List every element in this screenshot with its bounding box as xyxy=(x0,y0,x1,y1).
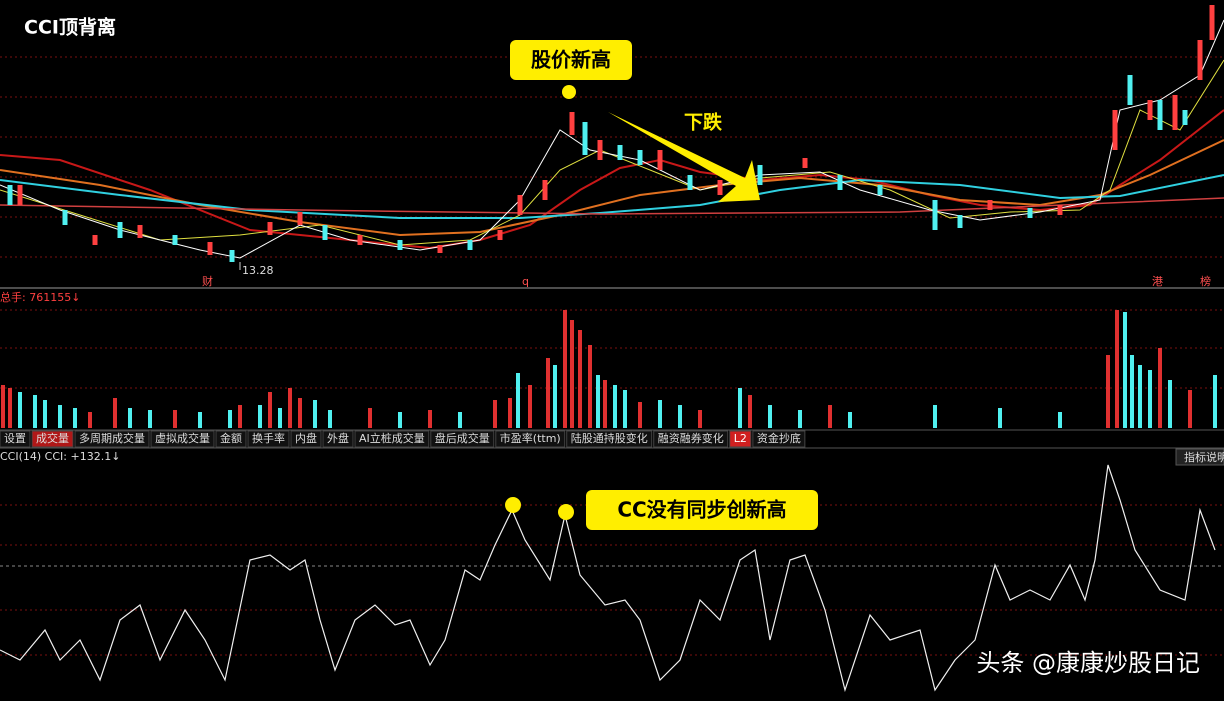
callout-text: CC没有同步创新高 xyxy=(617,498,786,522)
tab-label[interactable]: 多周期成交量 xyxy=(79,431,145,445)
tab-label[interactable]: 盘后成交量 xyxy=(435,431,490,445)
cci-peak-dot xyxy=(505,497,521,513)
callout-box xyxy=(586,490,818,530)
tab[interactable] xyxy=(215,430,247,448)
tab-bar: 设置 成交量 多周期成交量 虚拟成交量 金额 换手率 内盘 外盘 AI立桩成交量 盘后成交量 市盈率… xyxy=(0,430,806,448)
peak-dot xyxy=(562,85,576,99)
tab[interactable] xyxy=(729,430,752,448)
tab-label[interactable]: 成交量 xyxy=(36,431,69,445)
tab-label[interactable]: 金额 xyxy=(220,431,242,445)
event-marker: 榜 xyxy=(1200,274,1211,288)
tab[interactable] xyxy=(31,430,74,448)
tab-label[interactable]: 换手率 xyxy=(252,431,285,445)
tab-label[interactable]: 设置 xyxy=(4,432,26,445)
tab[interactable] xyxy=(495,430,566,448)
decline-label: 下跌 xyxy=(684,111,723,134)
tab-label[interactable]: 陆股通持股变化 xyxy=(571,431,648,445)
tab[interactable] xyxy=(74,430,150,448)
tab-label[interactable]: 外盘 xyxy=(327,431,349,445)
cci-peak-dot xyxy=(558,504,574,520)
candles-up xyxy=(17,5,1215,255)
help-button-text[interactable]: 指标说明 xyxy=(1184,450,1224,464)
tab[interactable] xyxy=(0,430,31,448)
event-marker: q xyxy=(522,275,529,288)
tab[interactable] xyxy=(653,430,729,448)
callout-box xyxy=(510,40,632,80)
tab[interactable] xyxy=(322,430,354,448)
tab[interactable] xyxy=(290,430,322,448)
volume-down xyxy=(18,312,1217,428)
event-marker: 港 xyxy=(1152,275,1163,288)
tab[interactable] xyxy=(247,430,290,448)
title: CCI顶背离 xyxy=(24,16,116,39)
tab-label[interactable]: 内盘 xyxy=(295,431,317,445)
tab-label[interactable]: L2 xyxy=(734,432,747,445)
tab[interactable] xyxy=(150,430,215,448)
tab-label[interactable]: AI立桩成交量 xyxy=(359,431,425,445)
volume-label: 总手: 761155↓ xyxy=(0,290,80,304)
volume-grid xyxy=(0,309,1224,389)
candles-down xyxy=(7,75,1188,262)
tab-label[interactable]: 市盈率(ttm) xyxy=(500,431,561,445)
moving-averages xyxy=(0,19,1224,259)
tab[interactable] xyxy=(430,430,495,448)
cci-line xyxy=(0,464,1216,693)
low-label: 13.28 xyxy=(242,264,274,277)
event-marker: 财 xyxy=(202,274,213,288)
cci-label: CCI(14) CCI: +132.1↓ xyxy=(0,450,120,463)
tab-label[interactable]: 融资融券变化 xyxy=(658,431,724,445)
tab[interactable] xyxy=(566,430,653,448)
help-button[interactable] xyxy=(1175,448,1224,466)
tab-label[interactable]: 资金抄底 xyxy=(757,431,801,445)
decline-arrow xyxy=(608,112,760,202)
volume-up xyxy=(1,310,1192,428)
tab[interactable] xyxy=(354,430,430,448)
callout-text: 股价新高 xyxy=(531,48,611,72)
tab-label[interactable]: 虚拟成交量 xyxy=(155,431,210,445)
price-grid xyxy=(0,56,1224,258)
tab[interactable] xyxy=(752,430,806,448)
watermark: 头条 @康康炒股日记 xyxy=(976,649,1200,677)
